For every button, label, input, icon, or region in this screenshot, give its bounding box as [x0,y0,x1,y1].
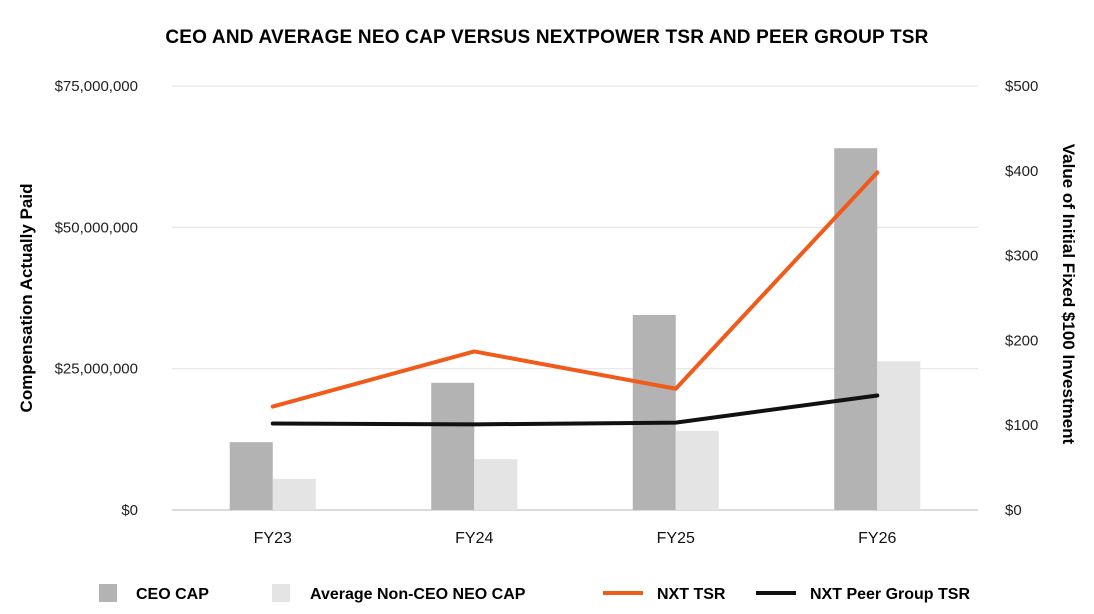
legend-label-peer-group-tsr: NXT Peer Group TSR [810,586,970,603]
series-line-peer-group-tsr [270,393,880,427]
bar-fy24-neo-cap [474,459,518,510]
x-tick-label: FY25 [657,530,695,547]
y2-tick-label: $0 [1005,502,1022,519]
y-axis-title: Compensation Actually Paid [17,184,36,413]
y-tick-label: $50,000,000 [55,219,138,236]
y2-axis-title: Value of Initial Fixed $100 Investment [1059,144,1078,445]
x-tick-label: FY23 [254,530,292,547]
bar-fy23-ceo-cap [229,442,273,510]
y2-tick-label: $400 [1005,163,1038,180]
y2-tick-label: $100 [1005,417,1038,434]
y2-tick-label: $300 [1005,248,1038,265]
bar-fy25-neo-cap [675,430,719,510]
bar-fy25-ceo-cap [632,314,676,510]
y2-tick-label: $200 [1005,332,1038,349]
tick-labels: $0 $25,000,000 $50,000,000 $75,000,000 $0 $10… [55,78,1039,547]
y-tick-label: $75,000,000 [55,78,138,95]
bar-fy24-ceo-cap [431,382,475,510]
legend-swatch-neo-cap [272,584,290,602]
series-lines [270,170,880,427]
bars [229,148,921,511]
legend-swatch-ceo-cap [99,584,117,602]
series-line-nxt-tsr [270,170,880,409]
x-tick-label: FY26 [858,530,896,547]
y2-tick-label: $500 [1005,78,1038,95]
x-tick-label: FY24 [455,530,493,547]
legend: CEO CAP Average Non-CEO NEO CAP NXT TSR NXT… [99,584,970,603]
bar-fy23-neo-cap [272,478,316,510]
bar-fy26-neo-cap [877,361,921,510]
legend-label-ceo-cap: CEO CAP [136,586,209,603]
y-tick-label: $0 [121,502,138,519]
chart-title: CEO AND AVERAGE NEO CAP VERSUS NEXTPOWER… [165,27,929,48]
bar-fy26-ceo-cap [834,148,878,511]
legend-label-nxt-tsr: NXT TSR [657,586,726,603]
y-tick-label: $25,000,000 [55,361,138,378]
legend-label-neo-cap: Average Non-CEO NEO CAP [310,586,526,603]
